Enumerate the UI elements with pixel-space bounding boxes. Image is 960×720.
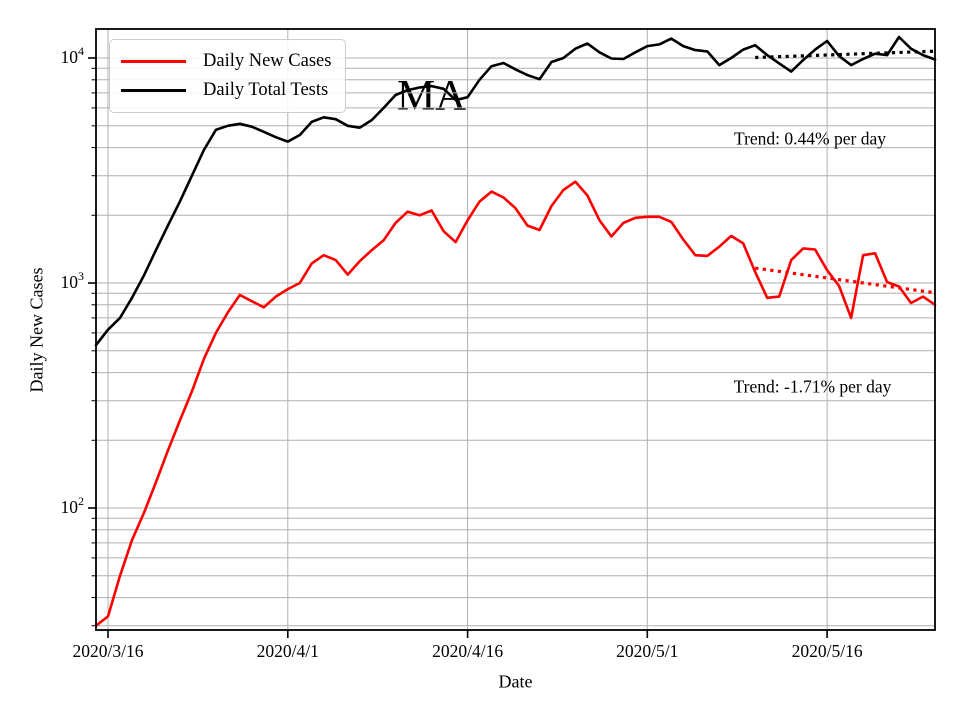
trend-annotation-cases: Trend: -1.71% per day — [733, 376, 892, 397]
svg-text:104: 104 — [61, 44, 85, 67]
legend-line-black — [121, 88, 186, 93]
legend: Daily New Cases Daily Total Tests — [109, 39, 347, 113]
svg-text:103: 103 — [61, 269, 85, 292]
legend-label: Daily New Cases — [203, 51, 332, 72]
svg-text:2020/3/16: 2020/3/16 — [73, 641, 144, 661]
legend-label: Daily Total Tests — [203, 80, 329, 101]
svg-text:2020/5/1: 2020/5/1 — [616, 641, 678, 661]
state-label: MA — [396, 72, 467, 120]
svg-text:102: 102 — [61, 494, 85, 517]
y-axis-title: Daily New Cases — [26, 267, 47, 392]
legend-item-daily-new-cases: Daily New Cases — [121, 47, 331, 76]
legend-item-daily-total-tests: Daily Total Tests — [121, 76, 331, 105]
svg-text:2020/5/16: 2020/5/16 — [792, 641, 863, 661]
legend-line-red — [121, 59, 186, 64]
svg-text:2020/4/16: 2020/4/16 — [432, 641, 503, 661]
svg-text:2020/4/1: 2020/4/1 — [257, 641, 319, 661]
trend-annotation-tests: Trend: 0.44% per day — [733, 128, 886, 149]
x-axis-title: Date — [498, 671, 533, 692]
